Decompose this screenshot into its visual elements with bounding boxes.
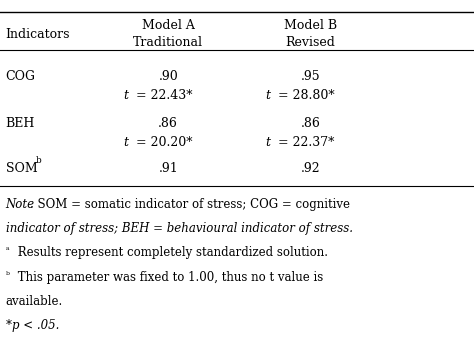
Text: Model B: Model B — [284, 19, 337, 32]
Text: b: b — [36, 156, 41, 165]
Text: t: t — [123, 89, 128, 102]
Text: This parameter was fixed to 1.00, thus no t value is: This parameter was fixed to 1.00, thus n… — [14, 271, 323, 283]
Text: .95: .95 — [301, 70, 320, 83]
Text: t: t — [265, 136, 271, 149]
Text: = 22.37*: = 22.37* — [274, 136, 334, 149]
Text: ᵇ: ᵇ — [6, 271, 9, 280]
Text: .90: .90 — [158, 70, 178, 83]
Text: COG: COG — [6, 70, 36, 83]
Text: = 22.43*: = 22.43* — [132, 89, 192, 102]
Text: = 20.20*: = 20.20* — [132, 136, 192, 149]
Text: ᵃ: ᵃ — [6, 246, 9, 255]
Text: indicator of stress; BEH = behavioural indicator of stress.: indicator of stress; BEH = behavioural i… — [6, 222, 353, 235]
Text: Model A: Model A — [142, 19, 195, 32]
Text: = 28.80*: = 28.80* — [274, 89, 335, 102]
Text: Traditional: Traditional — [133, 36, 203, 49]
Text: BEH: BEH — [6, 117, 35, 130]
Text: .92: .92 — [301, 162, 320, 175]
Text: SOM: SOM — [6, 162, 37, 175]
Text: Indicators: Indicators — [6, 28, 70, 41]
Text: Results represent completely standardized solution.: Results represent completely standardize… — [14, 246, 328, 259]
Text: .91: .91 — [158, 162, 178, 175]
Text: *: * — [6, 319, 12, 332]
Text: .86: .86 — [301, 117, 320, 130]
Text: available.: available. — [6, 295, 63, 308]
Text: p < .05.: p < .05. — [12, 319, 59, 332]
Text: .86: .86 — [158, 117, 178, 130]
Text: Note: Note — [6, 198, 35, 211]
Text: t: t — [123, 136, 128, 149]
Text: . SOM = somatic indicator of stress; COG = cognitive: . SOM = somatic indicator of stress; COG… — [30, 198, 350, 211]
Text: Revised: Revised — [285, 36, 336, 49]
Text: t: t — [265, 89, 271, 102]
